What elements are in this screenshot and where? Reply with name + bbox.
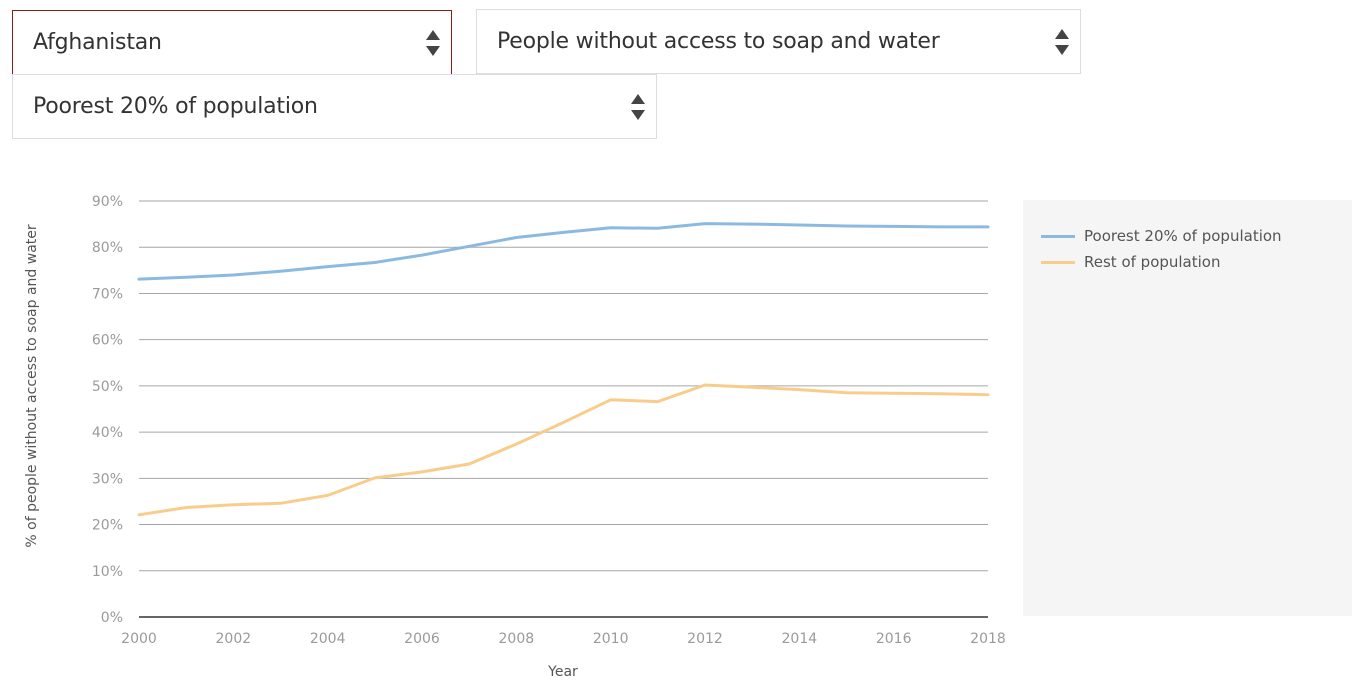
y-tick-label: 80% bbox=[92, 240, 123, 256]
x-tick-label: 2018 bbox=[970, 631, 1006, 647]
y-axis-ticks: 0% 10% 20% 30% 40% 50% 60% 70% 80% 90% bbox=[92, 194, 123, 626]
data-point[interactable] bbox=[937, 223, 945, 231]
population-group-select[interactable]: Poorest 20% of population bbox=[12, 74, 657, 139]
data-point[interactable] bbox=[843, 389, 851, 397]
data-point[interactable] bbox=[465, 460, 473, 468]
data-point[interactable] bbox=[418, 468, 426, 476]
data-point[interactable] bbox=[984, 391, 992, 399]
line-chart: 0%10%20%30%40%50%60%70%80%90% 2000 2002 20… bbox=[24, 194, 1006, 680]
y-tick-label: 90% bbox=[92, 194, 123, 210]
data-point[interactable] bbox=[937, 390, 945, 398]
y-tick-label: 30% bbox=[92, 471, 123, 487]
data-point[interactable] bbox=[277, 267, 285, 275]
y-tick-label: 0% bbox=[101, 610, 123, 626]
legend-label: Rest of population bbox=[1084, 253, 1221, 271]
data-point[interactable] bbox=[182, 503, 190, 511]
chart-grid bbox=[139, 200, 988, 618]
data-point[interactable] bbox=[748, 383, 756, 391]
legend-label: Poorest 20% of population bbox=[1084, 227, 1282, 245]
data-point[interactable] bbox=[654, 398, 662, 406]
x-tick-label: 2016 bbox=[876, 631, 912, 647]
data-point[interactable] bbox=[795, 386, 803, 394]
data-point[interactable] bbox=[560, 418, 568, 426]
data-point[interactable] bbox=[560, 228, 568, 236]
data-point[interactable] bbox=[465, 242, 473, 250]
x-tick-label: 2002 bbox=[216, 631, 252, 647]
updown-arrows-icon bbox=[631, 94, 645, 120]
data-point[interactable] bbox=[701, 381, 709, 389]
x-axis-label: Year bbox=[547, 664, 578, 680]
y-axis-label: % of people without access to soap and w… bbox=[24, 224, 40, 548]
data-point[interactable] bbox=[890, 222, 898, 230]
data-point[interactable] bbox=[607, 224, 615, 232]
data-point[interactable] bbox=[418, 251, 426, 259]
data-point[interactable] bbox=[795, 221, 803, 229]
data-point[interactable] bbox=[229, 501, 237, 509]
x-axis-ticks: 2000 2002 2004 2006 2008 2010 2012 2014 2016 2018 bbox=[121, 631, 1006, 647]
data-point[interactable] bbox=[135, 511, 143, 519]
y-tick-label: 60% bbox=[92, 333, 123, 349]
x-tick-label: 2014 bbox=[782, 631, 818, 647]
legend-swatch bbox=[1041, 235, 1075, 238]
data-point[interactable] bbox=[324, 491, 332, 499]
chart-legend: Poorest 20% of population Rest of popula… bbox=[1023, 200, 1352, 616]
data-point[interactable] bbox=[182, 273, 190, 281]
data-point[interactable] bbox=[371, 258, 379, 266]
data-point[interactable] bbox=[654, 224, 662, 232]
population-group-select-value: Poorest 20% of population bbox=[33, 94, 318, 119]
country-select[interactable]: Afghanistan bbox=[12, 10, 452, 75]
y-tick-label: 40% bbox=[92, 425, 123, 441]
country-select-value: Afghanistan bbox=[33, 30, 162, 55]
data-point[interactable] bbox=[324, 263, 332, 271]
y-tick-label: 10% bbox=[92, 564, 123, 580]
data-point[interactable] bbox=[701, 220, 709, 228]
data-point[interactable] bbox=[843, 222, 851, 230]
x-tick-label: 2008 bbox=[499, 631, 535, 647]
data-point[interactable] bbox=[371, 474, 379, 482]
data-point[interactable] bbox=[229, 271, 237, 279]
x-tick-label: 2010 bbox=[593, 631, 629, 647]
data-point[interactable] bbox=[512, 440, 520, 448]
x-tick-label: 2006 bbox=[404, 631, 440, 647]
indicator-select[interactable]: People without access to soap and water bbox=[476, 9, 1081, 74]
data-point[interactable] bbox=[512, 234, 520, 242]
data-point[interactable] bbox=[277, 499, 285, 507]
y-tick-label: 50% bbox=[92, 379, 123, 395]
series-line-rest[interactable] bbox=[137, 383, 990, 517]
updown-arrows-icon bbox=[1055, 29, 1069, 55]
indicator-select-value: People without access to soap and water bbox=[497, 29, 940, 54]
x-tick-label: 2012 bbox=[687, 631, 723, 647]
x-tick-label: 2004 bbox=[310, 631, 346, 647]
data-point[interactable] bbox=[984, 223, 992, 231]
updown-arrows-icon bbox=[426, 30, 440, 56]
data-point[interactable] bbox=[607, 396, 615, 404]
series-line-poorest[interactable] bbox=[137, 222, 990, 281]
y-tick-label: 70% bbox=[92, 286, 123, 302]
data-point[interactable] bbox=[748, 220, 756, 228]
data-point[interactable] bbox=[135, 275, 143, 283]
data-point[interactable] bbox=[890, 389, 898, 397]
x-tick-label: 2000 bbox=[121, 631, 157, 647]
y-tick-label: 20% bbox=[92, 518, 123, 534]
legend-swatch bbox=[1041, 261, 1075, 264]
chart-series bbox=[135, 220, 992, 519]
